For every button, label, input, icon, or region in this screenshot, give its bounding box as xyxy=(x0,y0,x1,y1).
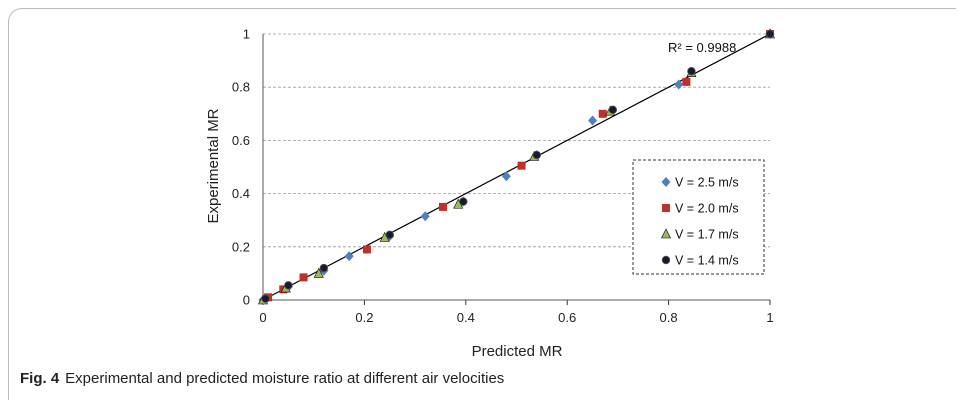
figure-caption: Fig. 4 Experimental and predicted moistur… xyxy=(20,370,504,387)
y-axis-label: Experimental MR xyxy=(205,108,222,223)
data-point xyxy=(261,294,270,303)
x-tick-label: 0.8 xyxy=(660,310,678,325)
legend-marker xyxy=(662,204,670,212)
data-point xyxy=(284,281,293,290)
x-tick-label: 1 xyxy=(766,310,773,325)
data-point xyxy=(608,105,618,115)
data-point xyxy=(299,273,308,282)
x-tick-label: 0.6 xyxy=(558,310,576,325)
data-point xyxy=(313,267,324,278)
data-point xyxy=(459,197,468,206)
data-point xyxy=(598,109,607,118)
x-tick-label: 0 xyxy=(259,310,266,325)
legend-item: V = 1.4 m/s xyxy=(661,254,739,268)
data-point xyxy=(385,230,394,240)
data-point xyxy=(319,263,329,273)
tick-labels: 0 0.2 0.4 0.6 0.8 1 0 0.2 0.4 0.6 0.8 1 xyxy=(232,27,774,326)
data-point xyxy=(532,150,541,160)
data-point xyxy=(420,211,430,222)
y-tick-label: 1 xyxy=(243,27,250,42)
legend-label: V = 2.0 m/s xyxy=(675,202,739,216)
legend-item: V = 2.0 m/s xyxy=(662,202,739,216)
figure-label: Fig. 4 xyxy=(20,370,60,387)
x-tick-label: 0.4 xyxy=(457,310,475,325)
y-tick-label: 0.4 xyxy=(232,186,250,201)
y-tick-label: 0 xyxy=(243,293,250,308)
y-tick-label: 0.8 xyxy=(232,80,250,95)
figure-frame xyxy=(8,8,956,400)
legend-marker xyxy=(661,177,671,187)
data-point xyxy=(517,161,526,170)
legend-item: V = 1.7 m/s xyxy=(661,228,739,242)
legend-label: V = 1.7 m/s xyxy=(675,228,739,242)
data-point xyxy=(344,251,354,262)
data-point xyxy=(674,79,684,90)
data-point xyxy=(362,245,371,254)
legend-marker xyxy=(661,255,671,265)
data-point xyxy=(501,171,511,182)
data-point xyxy=(682,77,691,86)
data-point xyxy=(765,29,775,39)
data-point xyxy=(438,202,447,211)
data-points xyxy=(258,28,775,305)
series-4 xyxy=(261,29,775,303)
y-tick-label: 0.2 xyxy=(232,239,250,254)
legend-item: V = 2.5 m/s xyxy=(661,176,739,190)
legend-marker xyxy=(661,228,671,239)
x-tick-label: 0.2 xyxy=(355,310,373,325)
y-tick-label: 0.6 xyxy=(232,133,250,148)
legend-label: V = 2.5 m/s xyxy=(675,176,739,190)
data-point xyxy=(588,115,598,126)
axes xyxy=(262,34,771,305)
r-squared-annotation: R² = 0.9988 xyxy=(668,40,736,55)
legend: V = 2.5 m/s V = 2.0 m/s V = 1.7 m/s V = 1.4… xyxy=(632,159,765,275)
data-point xyxy=(687,67,696,76)
x-axis-label: Predicted MR xyxy=(472,343,563,360)
caption-text: Experimental and predicted moisture rati… xyxy=(65,370,505,387)
legend-label: V = 1.4 m/s xyxy=(675,254,739,268)
